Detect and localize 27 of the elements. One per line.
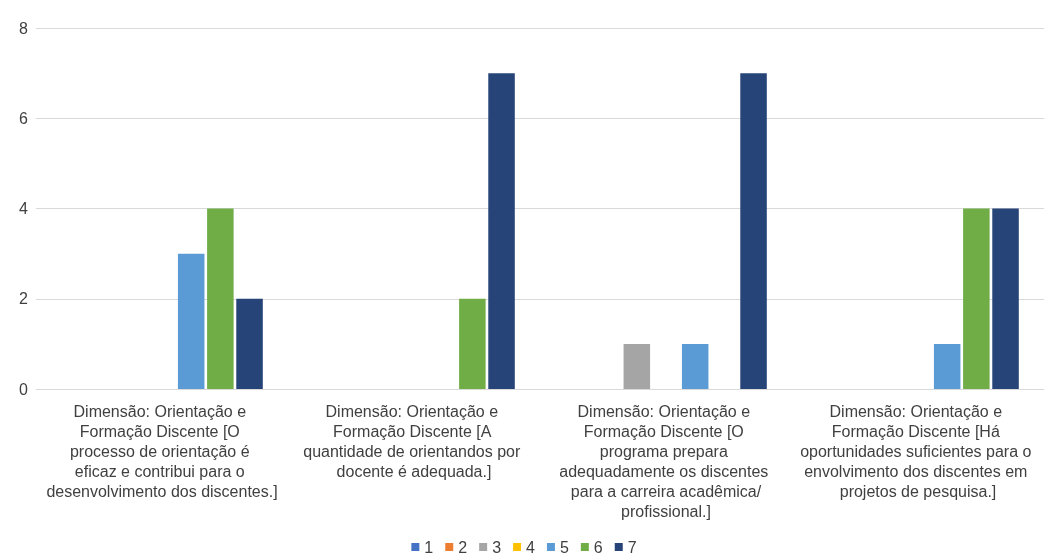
x-tick-label: Dimensão: Orientação e Formação Discente [O programa prepara adequadamente os discentes para a carreira acadêmica/profissional.] [559, 402, 773, 520]
bar [740, 73, 767, 389]
y-tick-label: 0 [19, 380, 29, 398]
legend-label: 4 [526, 538, 536, 556]
y-tick-label: 8 [19, 19, 29, 37]
bar [459, 298, 486, 389]
bar [963, 208, 990, 389]
bar [623, 343, 651, 389]
bar [681, 343, 709, 389]
y-tick-label: 6 [19, 109, 29, 127]
x-tick-label: Dimensão: Orientação e Formação Discente [O processo de orientação é eficaz e contribui para o desenvolvimento dos discentes.] [46, 402, 278, 500]
bar [992, 208, 1019, 389]
legend-label: 2 [458, 538, 468, 556]
y-tick-label: 4 [19, 200, 29, 217]
legend-label: 6 [593, 538, 603, 556]
legend-label: 5 [559, 538, 569, 556]
legend-label: 1 [424, 538, 434, 556]
legend-label: 7 [627, 538, 637, 556]
y-tick-label: 2 [19, 290, 29, 308]
bar [177, 253, 205, 389]
bar [933, 343, 961, 389]
legend-label: 3 [492, 538, 502, 556]
x-tick-label: Dimensão: Orientação e Formação Discente [A quantidade de orientandos por docente é adequada.] [303, 402, 525, 480]
bar [236, 298, 263, 389]
bar [488, 73, 515, 389]
x-tick-label: Dimensão: Orientação e Formação Discente [Há oportunidades suficientes para o envolvimento dos discentes em projetos de pesquisa.] [800, 402, 1036, 500]
bar [207, 208, 234, 389]
